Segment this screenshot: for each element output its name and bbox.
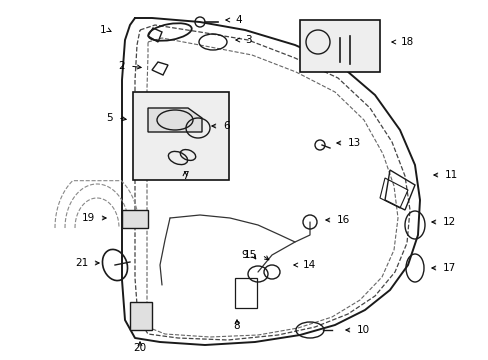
Text: 19: 19 [81, 213, 95, 223]
Text: 6: 6 [223, 121, 229, 131]
Bar [133, 92, 228, 180]
Polygon shape [122, 210, 148, 228]
Text: 21: 21 [75, 258, 88, 268]
Text: 16: 16 [336, 215, 349, 225]
Text: 12: 12 [442, 217, 455, 227]
Text: 2: 2 [118, 61, 125, 71]
Text: 14: 14 [303, 260, 316, 270]
Text: 1: 1 [100, 25, 106, 35]
Text: 11: 11 [444, 170, 457, 180]
Text: 5: 5 [106, 113, 113, 123]
Text: 13: 13 [347, 138, 361, 148]
Text: 15: 15 [243, 250, 257, 260]
Polygon shape [130, 302, 152, 330]
Text: 8: 8 [233, 321, 240, 331]
Bar [299, 20, 379, 72]
Bar [235, 278, 257, 308]
Text: 10: 10 [356, 325, 369, 335]
Text: 7: 7 [182, 171, 188, 181]
Text: 9: 9 [241, 250, 247, 260]
Text: 3: 3 [244, 35, 251, 45]
Polygon shape [148, 108, 202, 132]
Text: 17: 17 [442, 263, 455, 273]
Text: 4: 4 [235, 15, 241, 25]
Text: 20: 20 [133, 343, 146, 353]
Text: 18: 18 [400, 37, 413, 47]
